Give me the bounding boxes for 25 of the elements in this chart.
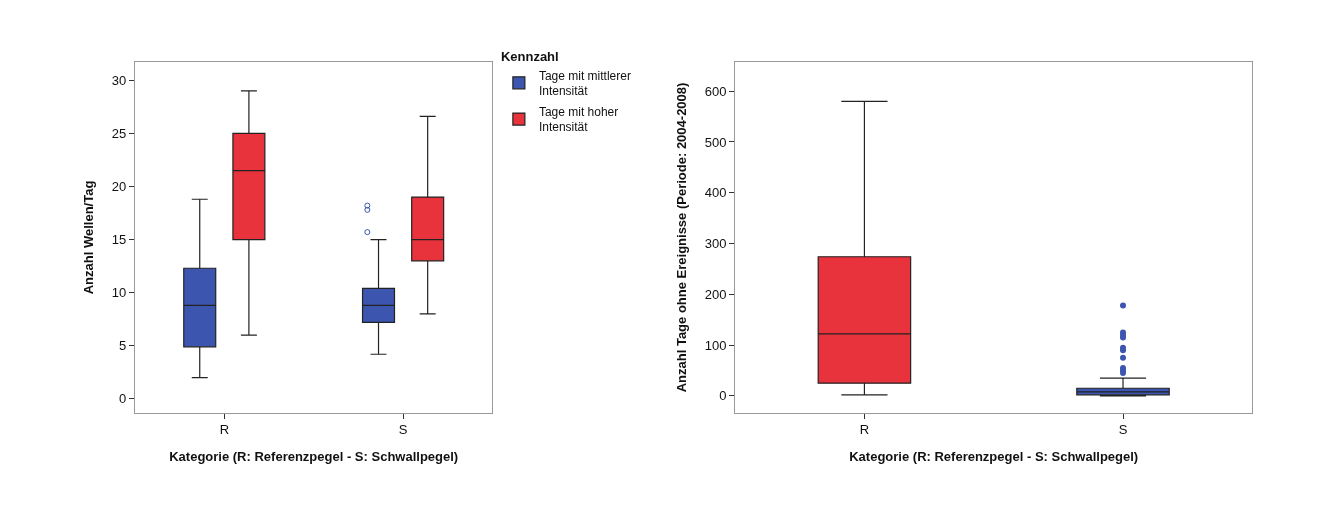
y-axis-title: Anzahl Tage ohne Ereignisse (Periode: 2004-2008) <box>673 82 689 393</box>
y-tick-label: 600 <box>704 83 727 99</box>
y-tick-label: 400 <box>704 185 727 201</box>
y-tick-label: 10 <box>111 285 127 301</box>
y-tick-label: 5 <box>119 338 127 354</box>
legend-label: Tage mit mittlerer Intensität <box>538 68 631 99</box>
legend-label: Tage mit hoher Intensität <box>538 104 619 135</box>
legend-title: Kennzahl <box>500 48 559 64</box>
x-tick-label: S <box>398 422 408 438</box>
x-axis-title: Kategorie (R: Referenzpegel - S: Schwallpegel) <box>849 448 1139 464</box>
y-tick-label: 20 <box>111 179 127 195</box>
y-tick-label: 500 <box>704 134 727 150</box>
x-tick-label: S <box>1118 422 1128 438</box>
y-axis-title: Anzahl Wellen/Tag <box>80 180 96 295</box>
y-tick-label: 100 <box>704 337 727 353</box>
y-tick-label: 200 <box>704 286 727 302</box>
y-tick-label: 300 <box>704 236 727 252</box>
y-tick-label: 25 <box>111 125 127 141</box>
y-tick-label: 15 <box>111 232 127 248</box>
x-tick-label: R <box>859 422 870 438</box>
x-axis-title: Kategorie (R: Referenzpegel - S: Schwallpegel) <box>169 448 459 464</box>
x-tick-label: R <box>219 422 230 438</box>
y-tick-label: 0 <box>719 388 727 404</box>
y-tick-label: 30 <box>111 72 127 88</box>
y-tick-label: 0 <box>119 391 127 407</box>
